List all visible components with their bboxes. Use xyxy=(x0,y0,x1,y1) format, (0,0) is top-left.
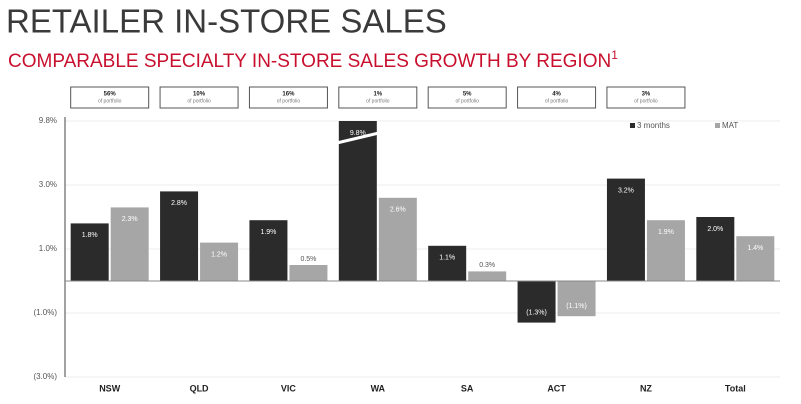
legend-label: 3 months xyxy=(637,121,670,130)
portfolio-note: of portfolio xyxy=(456,98,480,104)
portfolio-note: of portfolio xyxy=(366,98,390,104)
legend-swatch xyxy=(630,123,635,128)
legend-swatch xyxy=(715,123,720,128)
value-label: 1.2% xyxy=(211,251,227,258)
chart-subtitle: COMPARABLE SPECIALTY IN-STORE SALES GROW… xyxy=(8,48,618,72)
bar xyxy=(646,220,685,281)
bar xyxy=(249,220,288,281)
value-label: 2.3% xyxy=(122,216,138,223)
value-label: 1.8% xyxy=(82,232,98,239)
value-label: 3.2% xyxy=(618,187,634,194)
value-label: (1.3%) xyxy=(526,309,547,316)
bar xyxy=(70,223,109,281)
portfolio-note: of portfolio xyxy=(187,98,211,104)
portfolio-share: 1% xyxy=(373,92,382,98)
portfolio-share: 16% xyxy=(282,92,295,98)
x-tick-label: SA xyxy=(461,383,474,393)
y-tick-label: 3.0% xyxy=(39,180,57,189)
portfolio-note: of portfolio xyxy=(545,98,569,104)
x-tick-label: NZ xyxy=(640,383,652,393)
x-tick-label: VIC xyxy=(281,383,297,393)
portfolio-share: 4% xyxy=(552,92,561,98)
bar xyxy=(606,178,645,281)
x-tick-label: NSW xyxy=(99,383,121,393)
chart-title: RETAILER IN-STORE SALES xyxy=(6,3,447,40)
bar xyxy=(289,265,328,281)
axis-break xyxy=(336,131,380,145)
bar xyxy=(110,207,149,281)
bar xyxy=(517,281,556,323)
value-label: 1.9% xyxy=(260,229,276,236)
portfolio-share: 5% xyxy=(463,92,472,98)
y-tick-label: 1.0% xyxy=(39,244,57,253)
value-label: 2.8% xyxy=(171,200,187,207)
bar xyxy=(696,217,735,281)
x-tick-label: ACT xyxy=(547,383,566,393)
bar xyxy=(378,197,417,281)
value-label: 1.1% xyxy=(439,255,455,262)
portfolio-note: of portfolio xyxy=(277,98,301,104)
y-tick-label: 9.8% xyxy=(39,116,57,125)
portfolio-box xyxy=(517,86,597,109)
value-label: (1.1%) xyxy=(566,303,587,310)
value-label: 2.0% xyxy=(707,226,723,233)
bar xyxy=(160,191,199,281)
value-label: 0.5% xyxy=(300,256,316,263)
portfolio-box xyxy=(70,86,150,109)
value-label: 1.4% xyxy=(747,245,763,252)
portfolio-share: 56% xyxy=(104,92,117,98)
portfolio-box xyxy=(159,86,239,109)
legend-label: MAT xyxy=(722,121,738,130)
bar xyxy=(557,281,596,317)
portfolio-box xyxy=(248,86,328,109)
x-tick-label: WA xyxy=(371,383,386,393)
bar xyxy=(468,271,507,281)
bar xyxy=(428,245,467,281)
bar xyxy=(736,236,775,281)
x-tick-label: QLD xyxy=(190,383,209,393)
value-label: 2.6% xyxy=(390,207,406,214)
y-tick-label: (1.0%) xyxy=(33,308,57,317)
x-tick-label: Total xyxy=(725,383,746,393)
value-label: 9.8% xyxy=(350,130,366,137)
value-label: 0.3% xyxy=(479,262,495,269)
portfolio-box xyxy=(606,86,686,109)
portfolio-share: 10% xyxy=(193,92,206,98)
portfolio-note: of portfolio xyxy=(98,98,122,104)
subtitle-text: COMPARABLE SPECIALTY IN-STORE SALES GROW… xyxy=(8,51,611,72)
portfolio-note: of portfolio xyxy=(634,98,658,104)
portfolio-box xyxy=(427,86,507,109)
footnote-mark: 1 xyxy=(611,48,618,62)
value-label: 1.9% xyxy=(658,229,674,236)
portfolio-box xyxy=(338,86,418,109)
portfolio-share: 3% xyxy=(642,92,651,98)
bar xyxy=(338,121,377,281)
bar xyxy=(200,242,239,281)
y-tick-label: (3.0%) xyxy=(33,372,57,381)
